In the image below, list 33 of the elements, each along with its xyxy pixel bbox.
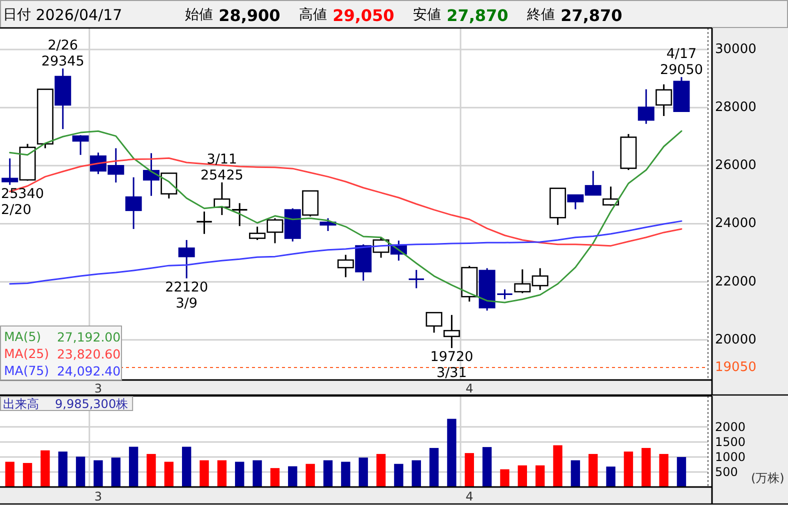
y-tick-label: 30000	[715, 42, 756, 57]
x-tick-label: 4	[466, 382, 474, 396]
legend: MA(5) 27,192.00 MA(25) 23,820.60 MA(75) 24,092.40	[0, 326, 122, 380]
x-tick-label: 3	[94, 382, 102, 396]
ref-line-label: 19050	[715, 360, 756, 376]
annotation: 29050	[660, 62, 703, 78]
x-tick-label: 4	[466, 490, 474, 504]
annotation: 3/31	[436, 365, 467, 382]
header: 日付 2026/04/17 始値 28,900 高値 29,050 安値 27,870 終値 27,870	[0, 0, 788, 28]
y-tick-label: 26000	[715, 158, 756, 174]
y-tick-label: 500	[715, 464, 738, 479]
chart-title: 出来高	[3, 397, 39, 411]
annotation: 3/9	[176, 295, 198, 312]
annotation: 2/20	[1, 202, 32, 218]
annotation: 9,985,300株	[55, 397, 128, 411]
x-tick-label: 3	[94, 490, 102, 504]
y-tick-label: 22000	[715, 274, 756, 290]
annotation: 3/11	[206, 151, 238, 168]
y-tick-label: 28000	[715, 100, 756, 116]
y-tick-label: 1000	[715, 450, 746, 464]
annotation: 29345	[41, 54, 84, 70]
annotation: 22120	[165, 279, 208, 296]
y-tick-label: 2000	[715, 420, 746, 434]
annotation: 19720	[430, 349, 474, 366]
annotation: 4/17	[666, 46, 697, 62]
y-tick-label: 20000	[715, 332, 756, 348]
y-tick-label: 1500	[715, 434, 746, 449]
annotation: 25425	[200, 167, 244, 184]
annotation: 25340	[1, 186, 44, 202]
title-box: 出来高 9,985,300株	[0, 396, 134, 411]
y-axis-title: (万株)	[751, 471, 784, 485]
y-tick-label: 24000	[715, 216, 756, 232]
annotation: 2/26	[48, 38, 78, 54]
